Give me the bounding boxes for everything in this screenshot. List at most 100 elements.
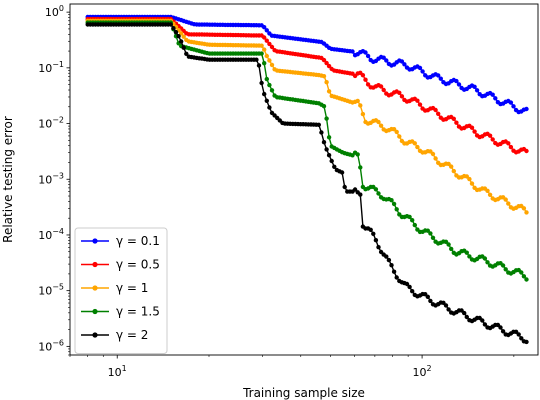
data-point — [176, 34, 181, 39]
data-point — [360, 73, 366, 78]
data-point — [516, 332, 521, 337]
data-point — [407, 284, 412, 290]
legend-marker — [92, 285, 98, 291]
data-point — [391, 201, 397, 207]
data-point — [171, 26, 176, 31]
data-point — [521, 206, 527, 211]
series-4 — [85, 22, 529, 345]
legend-label: γ = 0.1 — [116, 234, 160, 248]
data-point — [451, 168, 456, 174]
data-point — [490, 137, 495, 142]
data-point — [259, 51, 264, 56]
data-point — [339, 170, 345, 175]
data-point — [436, 111, 441, 117]
data-point — [269, 88, 275, 93]
axes-layer: 101 102 100 10−1 10−2 10−3 10−4 10−5 10−6 — [38, 4, 515, 379]
data-point — [368, 227, 373, 232]
data-point — [430, 235, 436, 240]
data-point — [446, 307, 451, 312]
data-point — [386, 257, 392, 263]
data-point — [506, 141, 511, 146]
data-point — [326, 135, 332, 140]
data-point — [487, 133, 493, 138]
legend-marker — [92, 332, 98, 338]
data-point — [449, 246, 454, 252]
data-point — [358, 165, 363, 170]
data-point — [332, 164, 337, 169]
data-point — [378, 123, 384, 128]
data-point — [524, 148, 529, 154]
data-point — [462, 310, 467, 316]
legend-label: γ = 1.5 — [116, 305, 160, 319]
data-point — [433, 107, 438, 113]
data-point — [430, 151, 436, 157]
data-point — [449, 164, 454, 169]
data-point — [428, 298, 433, 304]
data-point — [521, 274, 527, 279]
data-point — [467, 254, 472, 259]
legend-marker — [92, 238, 98, 244]
data-point — [443, 303, 449, 308]
series-0 — [85, 14, 529, 115]
data-point — [503, 267, 508, 272]
data-point — [376, 119, 381, 125]
data-point — [485, 260, 490, 265]
data-point — [181, 45, 186, 50]
x-tick-label: 101 — [108, 364, 127, 379]
data-point — [399, 59, 405, 64]
series-2 — [85, 18, 529, 215]
data-point — [319, 130, 324, 135]
data-point — [472, 84, 477, 90]
data-point — [316, 122, 321, 128]
data-point — [425, 294, 430, 299]
data-point — [417, 102, 423, 107]
data-point — [493, 96, 498, 101]
data-point — [342, 184, 347, 190]
data-point — [454, 78, 459, 84]
data-point — [321, 140, 327, 145]
data-point — [363, 77, 368, 82]
data-point — [360, 111, 366, 117]
data-point — [267, 105, 272, 110]
data-point — [262, 25, 267, 30]
data-point — [376, 191, 381, 196]
legend-box — [74, 227, 168, 354]
data-point — [410, 289, 415, 294]
data-point — [417, 65, 423, 71]
data-point — [184, 51, 189, 56]
data-point — [519, 336, 524, 341]
data-point — [264, 53, 269, 59]
legend: γ = 0.1 γ = 0.5 γ = 1 γ = 1.5 γ = 2 — [74, 227, 168, 354]
data-point — [498, 325, 503, 330]
legend-label: γ = 2 — [116, 328, 148, 342]
data-point — [472, 129, 477, 134]
data-point — [482, 322, 488, 327]
data-point — [389, 198, 394, 203]
data-point — [326, 153, 332, 158]
data-point — [267, 41, 272, 47]
data-point — [324, 80, 329, 85]
data-point — [500, 329, 506, 334]
data-point — [394, 275, 399, 280]
data-point — [524, 339, 529, 345]
y-tick-label: 10−5 — [38, 283, 64, 298]
data-point — [267, 82, 272, 88]
data-point — [436, 73, 441, 78]
data-point — [490, 92, 495, 97]
x-axis-label: Training sample size — [242, 386, 365, 400]
legend-marker — [92, 261, 98, 268]
data-point — [420, 69, 425, 74]
data-point — [262, 91, 267, 97]
data-point — [262, 47, 267, 52]
data-point — [412, 222, 417, 228]
y-tick-label: 10−6 — [38, 338, 64, 353]
data-point — [267, 58, 272, 63]
data-point — [262, 61, 267, 66]
data-point — [508, 100, 514, 105]
data-point — [412, 141, 417, 146]
data-point — [487, 192, 493, 197]
y-tick-label: 10−3 — [38, 171, 64, 186]
data-point — [321, 74, 327, 79]
data-point — [179, 39, 184, 44]
data-point — [397, 134, 402, 139]
